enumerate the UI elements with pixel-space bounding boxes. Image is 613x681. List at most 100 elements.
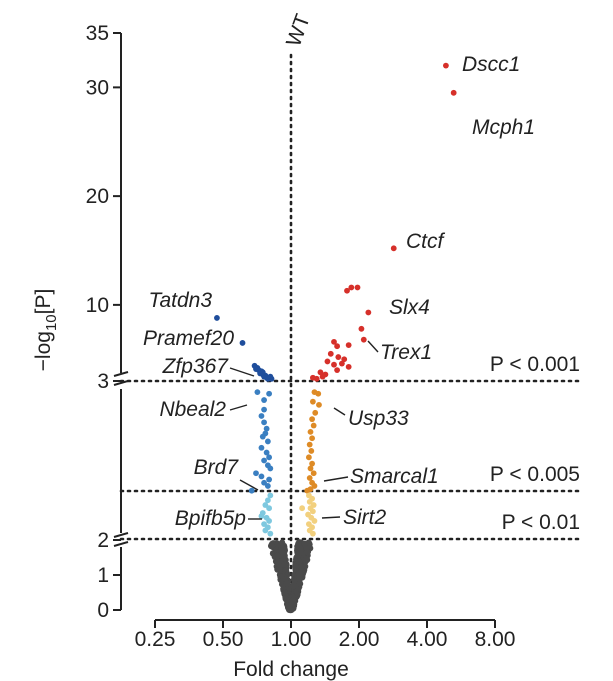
chart-text: Fold change −log10[P] WT P < 0.001 P < 0.005…	[32, 11, 580, 681]
down_005-point	[261, 479, 267, 486]
x-tick-label: 2.00	[339, 628, 380, 651]
down_005-point	[261, 419, 267, 426]
ns-point	[268, 542, 275, 550]
down_001-point	[214, 315, 220, 321]
up_005-point	[309, 460, 316, 467]
ns-point	[292, 577, 299, 585]
down_005-point	[253, 470, 259, 477]
gene-label-tatdn3: Tatdn3	[149, 289, 213, 312]
y-tick-label: 1	[97, 564, 109, 587]
gene-leader-line	[333, 407, 346, 416]
up_005-point	[305, 454, 312, 461]
y-axis-break-mark	[113, 380, 129, 386]
up_001-point	[319, 373, 326, 380]
y-axis-title: −log10[P]	[32, 289, 60, 372]
gene-labels: Dscc1 Mcph1 Ctcf Slx4 Trex1 Usp33 Smarcal1 Sirt…	[143, 53, 535, 530]
down_01-point	[258, 513, 265, 520]
up_001-point	[450, 89, 457, 96]
ns-point	[274, 559, 282, 566]
ns-point	[288, 600, 296, 608]
up_005-point	[308, 448, 315, 454]
gene-label-smarcal1: Smarcal1	[350, 465, 439, 488]
up_005-point	[304, 487, 311, 494]
gene-label-dscc1: Dscc1	[462, 53, 520, 76]
up_005-point	[309, 398, 316, 405]
down_005-point	[264, 438, 271, 445]
down_005-point	[261, 397, 267, 403]
up_001-point	[331, 361, 337, 368]
gene-label-trex1: Trex1	[380, 341, 432, 364]
gene-leader-line	[321, 516, 341, 519]
ns-point	[282, 595, 289, 603]
gene-leader-line	[239, 479, 259, 491]
ns-point	[283, 580, 291, 587]
down_01-point	[266, 518, 273, 524]
ns-point	[276, 567, 283, 574]
up_005-point	[312, 409, 319, 416]
gene-label-zfp367: Zfp367	[162, 355, 230, 378]
ns-point	[274, 552, 281, 559]
up_001-point	[358, 325, 365, 332]
up_001-point	[324, 358, 331, 365]
gene-label-mcph1: Mcph1	[472, 116, 535, 139]
down_005-point	[254, 389, 261, 396]
ns-point	[303, 555, 310, 563]
y-tick-label: 35	[86, 22, 109, 45]
y-tick-label: 0	[97, 599, 109, 622]
y-axis-break-mark	[113, 371, 129, 377]
x-tick-label: 1.00	[271, 628, 312, 651]
gene-leader-line	[229, 404, 248, 411]
up_01-point	[306, 498, 313, 505]
up_001-point	[334, 367, 341, 374]
down_01-point	[266, 505, 273, 512]
up_01-point	[309, 530, 316, 537]
x-axis-title: Fold change	[233, 658, 349, 681]
up_001-point	[341, 356, 348, 363]
up_001-point	[354, 284, 361, 291]
ns-point	[298, 568, 305, 576]
up_005-point	[306, 441, 313, 448]
down_005-point	[248, 487, 255, 494]
down_005-point	[263, 449, 270, 456]
x-tick-label: 8.00	[475, 628, 516, 651]
x-tick-label: 0.50	[203, 628, 244, 651]
ns-point	[292, 564, 299, 572]
up_001-point	[345, 342, 352, 349]
up_001-point	[334, 343, 341, 350]
up_001-point	[335, 354, 342, 360]
up_01-point	[311, 518, 318, 524]
up_005-point	[310, 422, 317, 429]
ns-point	[281, 589, 288, 596]
down_001-point	[267, 373, 274, 380]
down_005-point	[258, 444, 265, 451]
ns-point	[281, 561, 288, 568]
gene-label-bpifb5p: Bpifb5p	[175, 507, 246, 530]
up_001-point	[327, 350, 334, 357]
up_001-point	[365, 309, 372, 316]
x-tick-label: 0.25	[135, 628, 176, 651]
x-tick-label: 4.00	[407, 628, 448, 651]
down_005-point	[258, 473, 265, 480]
up_01-point	[309, 508, 316, 515]
data-points	[214, 62, 457, 614]
up_01-point	[299, 505, 306, 512]
down_005-point	[259, 433, 266, 440]
threshold-lines	[119, 53, 584, 612]
down_01-point	[262, 527, 269, 534]
down_001-point	[253, 366, 259, 372]
gene-leader-line	[323, 476, 349, 482]
up_001-point	[331, 338, 337, 345]
up_005-point	[307, 465, 314, 472]
ns-point	[295, 558, 303, 565]
y-tick-label: 3	[97, 370, 109, 393]
y-tick-label: 30	[86, 76, 109, 99]
up_001-point	[345, 363, 352, 370]
up_001-point	[317, 369, 324, 376]
up_005-point	[307, 428, 314, 435]
up_005-point	[316, 401, 322, 408]
gene-label-brd7: Brd7	[194, 456, 240, 479]
down_005-point	[258, 413, 265, 419]
gene-label-slx4: Slx4	[389, 296, 430, 319]
threshold-label: P < 0.005	[490, 463, 580, 486]
ns-point	[296, 580, 304, 587]
